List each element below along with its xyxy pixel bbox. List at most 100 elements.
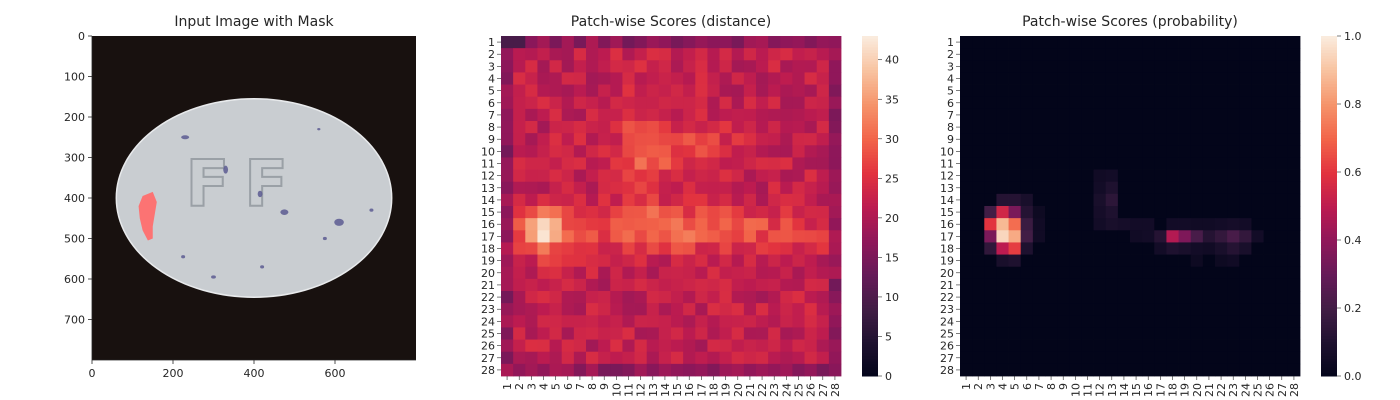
heatmap-cell: [1263, 133, 1277, 146]
heatmap-cell: [1020, 339, 1034, 353]
heatmap-cell: [804, 363, 818, 377]
heatmap-cell: [525, 84, 538, 98]
heatmap-cell: [972, 327, 985, 340]
heatmap-cell: [804, 193, 818, 207]
heatmap-cell: [756, 351, 769, 365]
heatmap-cell: [1081, 363, 1094, 377]
heatmap-cell: [1215, 36, 1228, 49]
heatmap-cell: [537, 193, 550, 207]
heatmap-cell: [695, 145, 708, 158]
colorbar-segment: [862, 47, 878, 51]
colorbar-segment: [862, 333, 878, 337]
heatmap-cell: [671, 242, 684, 255]
heatmap-cell: [1117, 48, 1131, 61]
colorbar-segment: [1321, 293, 1337, 298]
heatmap-cell: [1166, 108, 1179, 122]
heatmap-cell: [1130, 108, 1143, 122]
heatmap-cell: [1287, 242, 1301, 255]
heatmap-cell: [743, 84, 757, 98]
heatmap-cell: [501, 206, 514, 219]
heatmap-cell: [1057, 84, 1070, 98]
heatmap-cell: [695, 181, 708, 195]
heatmap-cell: [586, 339, 599, 353]
colorbar-segment: [1321, 327, 1337, 332]
colorbar-segment: [862, 180, 878, 184]
colorbar-segment: [1321, 254, 1337, 258]
heatmap-cell: [719, 266, 733, 280]
heatmap-cell: [561, 36, 575, 49]
heatmap-cell: [1263, 351, 1277, 365]
colorbar-segment: [1321, 217, 1337, 221]
colorbar-segment: [1321, 55, 1337, 60]
heatmap-cell: [622, 157, 635, 170]
heatmap-cell: [1190, 339, 1204, 353]
heatmap-cell: [598, 36, 611, 49]
heatmap-cell: [731, 327, 745, 340]
heatmap-cell: [804, 48, 818, 61]
colorbar-segment: [862, 367, 878, 371]
tablet: [115, 98, 393, 298]
heatmap-cell: [561, 60, 575, 73]
heatmap-cell: [1130, 48, 1143, 61]
colorbar-segment: [862, 177, 878, 181]
stain-spot: [280, 209, 289, 215]
heatmap-cell: [671, 157, 684, 170]
heatmap-cell: [780, 254, 793, 268]
heatmap-cell: [768, 291, 781, 304]
heatmap-cell: [646, 339, 660, 353]
heatmap-cell: [1178, 169, 1192, 183]
heatmap-cell: [501, 254, 514, 268]
y-tick-label: 10: [940, 145, 954, 158]
heatmap-cell: [1275, 315, 1289, 328]
heatmap-cell: [1130, 351, 1143, 365]
heatmap-cell: [513, 169, 526, 183]
heatmap-cell: [525, 193, 538, 207]
heatmap-cell: [671, 291, 684, 304]
colorbar-segment: [1321, 72, 1337, 77]
heatmap-cell: [1190, 315, 1204, 328]
heatmap-cell: [743, 254, 757, 268]
colorbar-segment: [1321, 112, 1337, 116]
heatmap-cell: [1166, 121, 1179, 134]
colorbar-segment: [862, 302, 878, 306]
heatmap-cell: [1166, 327, 1179, 340]
heatmap-cell: [828, 84, 842, 98]
heatmap-cell: [1057, 254, 1070, 268]
heatmap-cell: [695, 84, 708, 98]
heatmap-cell: [1275, 266, 1289, 280]
heatmap-cell: [996, 363, 1009, 377]
heatmap-cell: [1202, 254, 1216, 268]
x-tick-label: 14: [1118, 383, 1131, 397]
colorbar-segment: [1321, 140, 1337, 145]
heatmap-cell: [525, 60, 538, 73]
heatmap-cell: [1178, 218, 1192, 231]
y-tick-label: 20: [481, 267, 495, 280]
heatmap-cell: [537, 157, 550, 170]
heatmap-cell: [1227, 351, 1240, 365]
heatmap-cell: [1081, 133, 1094, 146]
heatmap-cell: [1263, 121, 1277, 134]
heatmap-cell: [780, 169, 793, 183]
heatmap-cell: [731, 206, 745, 219]
heatmap-cell: [960, 121, 973, 134]
heatmap-cell: [501, 121, 514, 134]
colorbar-segment: [1321, 211, 1337, 215]
colorbar-segment: [862, 228, 878, 232]
heatmap-cell: [1166, 254, 1179, 268]
heatmap-cell: [634, 278, 648, 292]
heatmap-cell: [1020, 242, 1034, 255]
heatmap-cell: [586, 266, 599, 280]
heatmap-cell: [1202, 145, 1216, 158]
heatmap-cell: [743, 169, 757, 183]
x-tick-label: 27: [817, 383, 830, 397]
heatmap-cell: [743, 291, 757, 304]
heatmap-cell: [549, 291, 563, 304]
heatmap-cell: [1142, 254, 1155, 268]
heatmap-cell: [996, 254, 1009, 268]
heatmap-cell: [996, 230, 1009, 243]
heatmap-cell: [1202, 339, 1216, 353]
heatmap-cell: [573, 315, 587, 328]
heatmap-cell: [610, 327, 623, 340]
heatmap-cell: [1130, 36, 1143, 49]
colorbar-segment: [862, 344, 878, 349]
